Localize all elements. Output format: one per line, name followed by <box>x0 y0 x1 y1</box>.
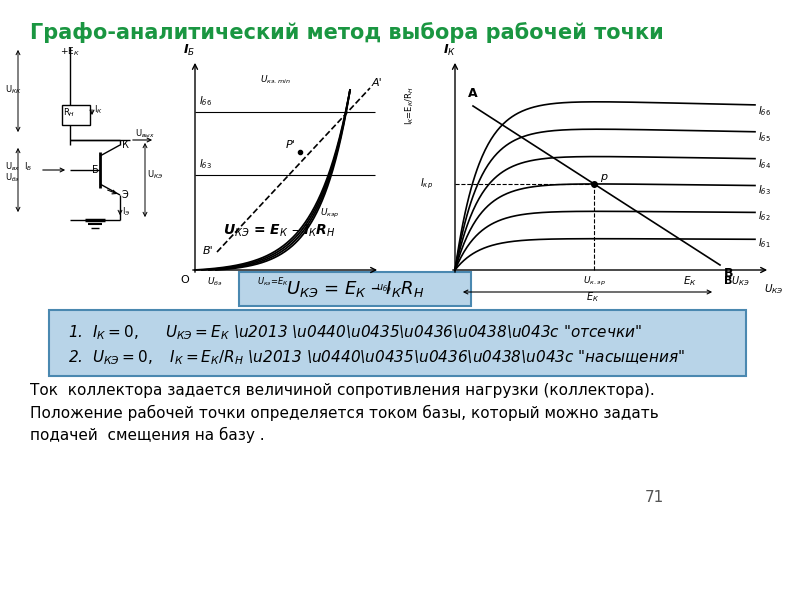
Text: подачей  смещения на базу .: подачей смещения на базу . <box>30 427 265 443</box>
Text: +E$_К$: +E$_К$ <box>60 45 80 58</box>
Text: 2.  $U_{КЭ} = 0,$   $I_К = E_К/R_Н$ \u2013 \u0440\u0435\u0436\u0438\u043c "насыщ: 2. $U_{КЭ} = 0,$ $I_К = E_К/R_Н$ \u2013 … <box>68 348 685 367</box>
Text: I$_{б4}$: I$_{б4}$ <box>758 157 771 171</box>
FancyBboxPatch shape <box>239 272 471 306</box>
Text: I$_{К}$: I$_{К}$ <box>443 43 457 58</box>
Text: I$_К$: I$_К$ <box>94 104 103 116</box>
Text: U$_{КЭ}$: U$_{КЭ}$ <box>730 274 750 288</box>
Text: Б: Б <box>92 165 98 175</box>
Text: Ток  коллектора задается величиной сопротивления нагрузки (коллектора).: Ток коллектора задается величиной сопрот… <box>30 383 654 398</box>
Text: I$_{б3}$: I$_{б3}$ <box>199 157 212 171</box>
Text: I$_{б3}$: I$_{б3}$ <box>758 184 771 197</box>
Text: B: B <box>724 276 732 286</box>
Text: Графо-аналитический метод выбора рабочей точки: Графо-аналитический метод выбора рабочей… <box>30 22 664 43</box>
Text: I$_{кр}$: I$_{кр}$ <box>420 177 433 191</box>
Text: U$_{кэр}$: U$_{кэр}$ <box>320 206 340 220</box>
Text: U$_{вх}$: U$_{вх}$ <box>5 161 20 173</box>
Text: Э: Э <box>122 190 129 200</box>
Text: I$_{б6}$: I$_{б6}$ <box>758 104 771 118</box>
Text: U$_{кэ.min}$: U$_{кэ.min}$ <box>260 74 290 86</box>
Text: U$_{КЭ}$ = E$_{К}$ – I$_{К}$R$_{Н}$: U$_{КЭ}$ = E$_{К}$ – I$_{К}$R$_{Н}$ <box>286 279 424 299</box>
Text: U$_{бэ}$: U$_{бэ}$ <box>5 172 20 184</box>
Text: U$_{КЭ}$ = E$_{К}$ – I$_{К}$R$_{Н}$: U$_{КЭ}$ = E$_{К}$ – I$_{К}$R$_{Н}$ <box>223 223 336 239</box>
Text: R$_Н$: R$_Н$ <box>63 107 75 119</box>
Text: I$_{б6}$: I$_{б6}$ <box>199 94 212 108</box>
Text: A': A' <box>372 78 382 88</box>
Bar <box>62 105 90 125</box>
Text: U$_{КЭ}$: U$_{КЭ}$ <box>764 282 784 296</box>
Text: O: O <box>181 275 190 285</box>
Text: Положение рабочей точки определяется током базы, который можно задать: Положение рабочей точки определяется ток… <box>30 405 658 421</box>
Text: р: р <box>601 172 607 182</box>
Text: I$_{б2}$: I$_{б2}$ <box>758 209 770 223</box>
Text: U$_{КК}$: U$_{КК}$ <box>5 84 22 96</box>
Text: E$_{К}$: E$_{К}$ <box>586 290 599 304</box>
Text: B': B' <box>203 246 214 256</box>
Text: 71: 71 <box>645 490 664 505</box>
Text: U$_{вых}$: U$_{вых}$ <box>135 128 155 140</box>
Text: P': P' <box>286 140 296 150</box>
FancyBboxPatch shape <box>49 310 746 376</box>
Text: U$_{КЭ}$: U$_{КЭ}$ <box>147 169 163 181</box>
Text: U$_{кэ}$=E$_{К}$: U$_{кэ}$=E$_{К}$ <box>257 276 289 289</box>
Text: u$_{бэ}$: u$_{бэ}$ <box>376 282 392 294</box>
Text: I$_Б$: I$_Б$ <box>24 161 32 173</box>
Text: A: A <box>468 87 478 100</box>
Text: I$_{К}$=E$_{К}$/R$_{Н}$: I$_{К}$=E$_{К}$/R$_{Н}$ <box>404 86 416 125</box>
Text: I$_{б5}$: I$_{б5}$ <box>758 131 771 145</box>
Text: U$_{к.эр}$: U$_{к.эр}$ <box>583 275 606 289</box>
Text: E$_{К}$: E$_{К}$ <box>683 274 697 288</box>
Text: 1.  $I_К = 0,$     $U_{КЭ} = E_К$ \u2013 \u0440\u0435\u0436\u0438\u043c "отсечки: 1. $I_К = 0,$ $U_{КЭ} = E_К$ \u2013 \u04… <box>68 323 642 341</box>
Text: I$_{б1}$: I$_{б1}$ <box>758 236 770 250</box>
Text: B: B <box>724 267 734 280</box>
Text: К: К <box>122 140 129 150</box>
Text: U$_{бэ}$: U$_{бэ}$ <box>207 276 222 289</box>
Text: I$_Э$: I$_Э$ <box>122 206 130 218</box>
Text: I$_{Б}$: I$_{Б}$ <box>183 43 195 58</box>
